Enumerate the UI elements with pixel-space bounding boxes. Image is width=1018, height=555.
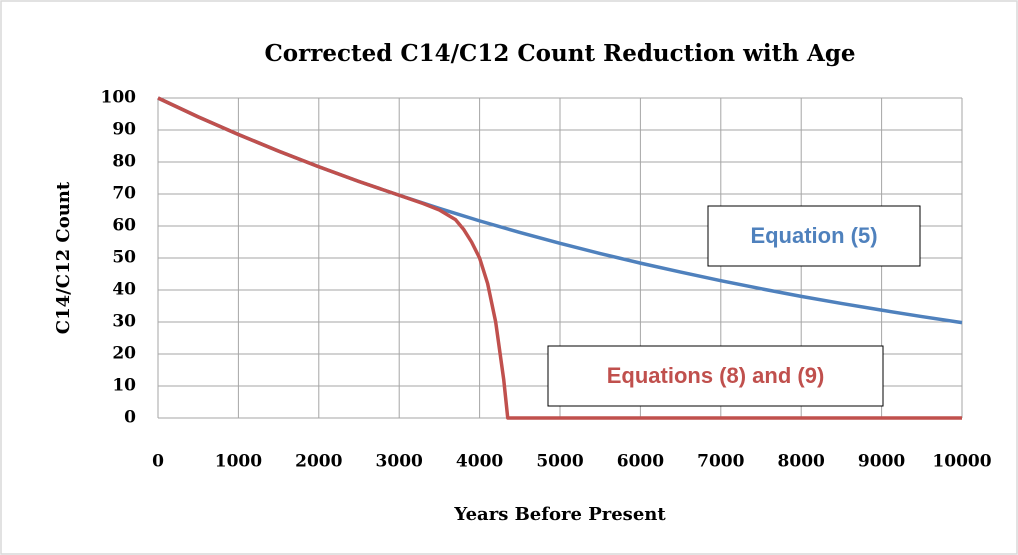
annotation-box <box>707 205 921 267</box>
y-tick-label: 70 <box>112 184 136 204</box>
annotation-text: Equations (8) and (9) <box>607 363 825 388</box>
y-tick-label: 60 <box>112 216 136 236</box>
y-tick-label: 10 <box>112 376 136 396</box>
y-axis-label: C14/C12 Count <box>53 181 74 334</box>
x-tick-label: 0 <box>152 452 164 472</box>
x-tick-label: 10000 <box>932 452 991 472</box>
line-series <box>157 96 962 420</box>
x-tick-label: 3000 <box>376 452 423 472</box>
annotation-box <box>547 345 884 407</box>
x-tick-label: 6000 <box>617 452 664 472</box>
y-tick-label: 0 <box>124 408 136 428</box>
annotation-text: Equation (5) <box>750 223 877 248</box>
y-tick-label: 30 <box>112 312 136 332</box>
y-tick-label: 100 <box>101 88 137 108</box>
y-tick-label: 40 <box>112 280 136 300</box>
y-tick-label: 20 <box>112 344 136 364</box>
y-tick-label: 50 <box>112 248 136 268</box>
x-tick-label: 4000 <box>456 452 503 472</box>
x-axis-label: Years Before Present <box>453 504 666 525</box>
y-tick-label: 90 <box>112 120 136 140</box>
x-tick-label: 1000 <box>215 452 262 472</box>
x-tick-label: 7000 <box>697 452 744 472</box>
x-tick-label: 5000 <box>536 452 583 472</box>
x-tick-label: 8000 <box>778 452 825 472</box>
x-tick-label: 9000 <box>858 452 905 472</box>
y-tick-label: 80 <box>112 152 136 172</box>
chart-title: Corrected C14/C12 Count Reduction with A… <box>264 40 855 67</box>
x-tick-label: 2000 <box>295 452 342 472</box>
